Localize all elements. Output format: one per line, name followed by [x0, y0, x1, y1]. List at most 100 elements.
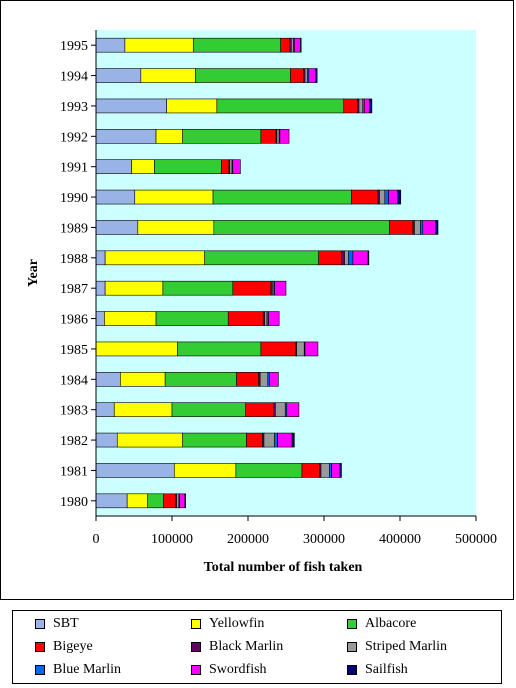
bar-segment-1981-sbt [95, 463, 175, 478]
bar-segment-1989-sailfish [435, 220, 439, 235]
bar-segment-1988-sbt [95, 250, 106, 266]
bar-segment-1991-swordfish [232, 159, 241, 174]
y-tick-label: 1985 [60, 343, 88, 358]
bar-segment-1995-sbt [95, 37, 126, 53]
bar-segment-1985-yellowfin [95, 341, 178, 357]
bar-segment-1987-yellowfin [104, 280, 164, 296]
legend-item-blue-marlin: Blue Marlin [35, 661, 121, 679]
x-tick-label: 500000 [455, 532, 497, 547]
bar-segment-1992-sbt [95, 129, 157, 144]
legend-label: Bigeye [53, 639, 93, 654]
y-tick-label: 1984 [60, 373, 88, 388]
y-tick-label: 1992 [60, 130, 88, 145]
bar-segment-1990-swordfish [388, 189, 399, 205]
bar-segment-1993-yellowfin [166, 98, 218, 114]
bar-segment-1989-bigeye [389, 220, 414, 235]
y-tick-label: 1989 [60, 221, 88, 236]
bar-segment-1980-albacore [147, 493, 164, 509]
y-axis-label: Year [26, 259, 41, 287]
bar-segment-1986-swordfish [268, 311, 280, 326]
bar-segment-1987-albacore [162, 280, 234, 296]
bar-segment-1995-bigeye [280, 37, 291, 53]
bar-segment-1980-sailfish [184, 493, 186, 509]
legend-item-sailfish: Sailfish [347, 661, 408, 679]
x-tick-label: 0 [93, 532, 100, 547]
bar-segment-1986-albacore [155, 311, 229, 326]
bar-segment-1988-sailfish [367, 250, 370, 266]
bar-segment-1994-sbt [95, 68, 142, 83]
bar-segment-1982-striped-marlin [263, 432, 275, 448]
y-tick-label: 1986 [60, 313, 88, 328]
legend-item-bigeye: Bigeye [35, 638, 93, 656]
bar-segment-1981-striped-marlin [320, 463, 330, 478]
bar-segment-1985-bigeye [260, 341, 297, 357]
legend-label: SBT [53, 616, 79, 631]
x-axis-label: Total number of fish taken [204, 560, 363, 575]
bar-segment-1994-bigeye [290, 68, 304, 83]
legend-label: Sailfish [365, 662, 408, 677]
bar-segment-1981-yellowfin [173, 463, 237, 478]
y-tick-label: 1982 [60, 434, 88, 449]
legend-label: Yellowfin [209, 616, 265, 631]
y-tick-label: 1993 [60, 100, 88, 115]
bar-segment-1994-albacore [195, 68, 291, 83]
y-tick-label: 1981 [60, 464, 88, 479]
y-tick-label: 1987 [60, 282, 88, 297]
legend-item-albacore: Albacore [347, 615, 416, 633]
bar-segment-1988-bigeye [318, 250, 342, 266]
bar-segment-1990-yellowfin [134, 189, 214, 205]
legend-label: Blue Marlin [53, 662, 122, 677]
bar-segment-1991-bigeye [221, 159, 230, 174]
bar-segment-1992-bigeye [260, 129, 277, 144]
x-tick-label: 200000 [227, 532, 269, 547]
y-tick-label: 1990 [60, 191, 88, 206]
bar-segment-1991-albacore [154, 159, 222, 174]
bar-segment-1983-albacore [171, 402, 247, 417]
bar-segment-1995-swordfish [294, 37, 301, 53]
bar-segment-1982-sbt [95, 432, 118, 448]
bar-segment-1993-striped-marlin [358, 98, 364, 114]
bar-segment-1982-swordfish [277, 432, 293, 448]
bar-segment-1994-yellowfin [140, 68, 196, 83]
legend: SBT Yellowfin Albacore Bigeye Black Marlin St… [12, 610, 502, 684]
bar-segment-1987-swordfish [274, 280, 287, 296]
x-tick-label: 100000 [151, 532, 193, 547]
bar-segment-1992-albacore [182, 129, 262, 144]
legend-swatch [35, 665, 45, 675]
bar-segment-1989-yellowfin [137, 220, 215, 235]
bar-segment-1981-blue-marlin [329, 463, 332, 478]
y-tick-label: 1994 [60, 70, 88, 85]
bar-segment-1985-albacore [177, 341, 262, 357]
bar-segment-1982-yellowfin [116, 432, 183, 448]
bar-segment-1980-bigeye [163, 493, 177, 509]
bar-segment-1988-striped-marlin [344, 250, 349, 266]
bar-segment-1980-sbt [95, 493, 128, 509]
bar-segment-1988-albacore [204, 250, 319, 266]
legend-swatch [347, 665, 357, 675]
bar-segment-1983-striped-marlin [275, 402, 286, 417]
bar-segment-1984-striped-marlin [259, 372, 269, 387]
bar-segment-1995-yellowfin [124, 37, 194, 53]
bar-segment-1983-bigeye [245, 402, 275, 417]
bar-segment-1990-striped-marlin [379, 189, 386, 205]
bar-segment-1984-albacore [164, 372, 237, 387]
chart-area: 1995 1994 1993 1992 1991 1990 1989 1988 1987 1986… [0, 0, 514, 600]
y-tick-label: 1988 [60, 252, 88, 267]
legend-item-black-marlin: Black Marlin [191, 638, 283, 656]
bar-segment-1992-swordfish [279, 129, 290, 144]
bar-segment-1984-swordfish [268, 372, 279, 387]
bar-segment-1988-swordfish [352, 250, 369, 266]
bar-segment-1981-bigeye [301, 463, 320, 478]
bar-segment-1982-albacore [182, 432, 247, 448]
bar-segment-1992-striped-marlin [276, 129, 280, 144]
bar-segment-1980-striped-marlin [176, 493, 180, 509]
legend-swatch [191, 642, 201, 652]
bar-segment-1994-sailfish [315, 68, 318, 83]
legend-swatch [191, 619, 201, 629]
bar-segment-1981-swordfish [331, 463, 341, 478]
bar-segment-1988-black-marlin [341, 250, 345, 266]
bar-segment-1986-striped-marlin [264, 311, 268, 326]
bar-segment-1980-yellowfin [126, 493, 148, 509]
legend-item-yellowfin: Yellowfin [191, 615, 264, 633]
bar-segment-1989-sbt [95, 220, 139, 235]
